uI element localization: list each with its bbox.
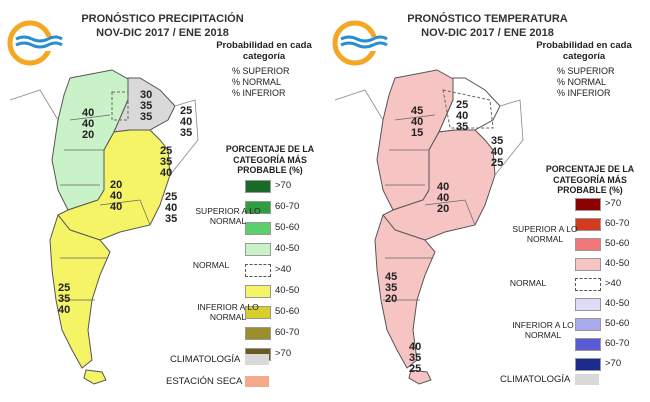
label-central: 40 40 20: [437, 181, 450, 215]
legend-label: 50-60: [605, 238, 630, 249]
legend-swatch: [575, 198, 601, 211]
group-inferior: INFERIOR A LO NORMAL: [197, 302, 259, 322]
probability-lines: % SUPERIOR % NORMAL % INFERIOR: [557, 66, 615, 99]
legend-label: 40-50: [605, 258, 630, 269]
prob-line-normal: % NORMAL: [232, 77, 282, 87]
normal-zone-outline: [111, 91, 129, 121]
smn-logo-icon: [332, 20, 388, 66]
legend-swatch: [575, 338, 601, 351]
legend-label: 60-70: [275, 327, 300, 338]
legend-swatch: [575, 218, 601, 231]
region-patagonia: [374, 213, 436, 369]
temperature-panel: PRONÓSTICO TEMPERATURA NOV-DIC 2017 / EN…: [325, 0, 650, 402]
precipitation-panel: PRONÓSTICO PRECIPITACIÓN NOV-DIC 2017 / …: [7, 13, 315, 387]
legend-label: 60-70: [275, 201, 300, 212]
precipitation-title: PRONÓSTICO PRECIPITACIÓN: [81, 13, 244, 25]
legend-swatch: [575, 358, 601, 371]
region-central: [382, 129, 496, 241]
legend-swatch: [245, 180, 271, 193]
legend-label: >40: [275, 264, 292, 275]
temperature-title: PRONÓSTICO TEMPERATURA: [407, 13, 568, 25]
province-lines: [58, 114, 151, 301]
legend-swatch: [245, 201, 271, 214]
prob-line-inferior: % INFERIOR: [557, 88, 611, 98]
label-climatologia: CLIMATOLOGÍA: [170, 354, 241, 365]
group-normal: NORMAL: [509, 278, 547, 288]
percent-header: PORCENTAJE DE LA CATEGORÍA MÁS PROBABLE …: [545, 164, 635, 195]
label-south: 40 35 25: [409, 341, 422, 375]
label-central: 20 40 40: [110, 179, 123, 213]
probability-lines: % SUPERIOR % NORMAL % INFERIOR: [232, 66, 290, 99]
legend-label: 50-60: [275, 306, 300, 317]
prob-line-superior: % SUPERIOR: [557, 66, 615, 76]
region-northeast: [113, 77, 176, 133]
legend-label: >40: [605, 278, 622, 289]
percent-header: PORCENTAJE DE LA CATEGORÍA MÁS PROBABLE …: [225, 144, 315, 175]
label-buenos-aires: 25 40 35: [165, 191, 178, 225]
legend-swatch: [575, 318, 601, 331]
swatch-climatologia: [575, 374, 599, 385]
legend-label: >70: [275, 348, 292, 359]
label-ne-gray: 30 35 35: [140, 89, 153, 123]
province-lines: [383, 114, 476, 301]
label-litoral: 25 35 40: [160, 145, 173, 179]
group-superior: SUPERIOR A LO NORMAL: [512, 224, 578, 244]
border-brazil: [494, 99, 524, 176]
prob-line-inferior: % INFERIOR: [232, 88, 286, 98]
legend-label: 50-60: [605, 318, 630, 329]
legend-swatch: [245, 306, 271, 319]
probability-header: Probabilidad en cada categoría: [536, 40, 632, 62]
label-ne-2: 35 40 25: [491, 135, 504, 169]
region-tierra-del-fuego: [83, 369, 107, 385]
legend-label: 60-70: [605, 338, 630, 349]
label-ne-east: 25 40 35: [180, 105, 193, 139]
legend-label: 40-50: [605, 298, 630, 309]
label-ne-1: 25 40 35: [456, 99, 469, 133]
legend-swatch: [245, 327, 271, 340]
border-chile: [9, 89, 59, 121]
region-central: [57, 129, 171, 241]
legend-label: 50-60: [275, 222, 300, 233]
label-nw: 45 40 15: [411, 105, 424, 139]
legend-swatch: [575, 298, 601, 311]
legend-swatch: [575, 238, 601, 251]
border-chile: [334, 89, 384, 121]
legend-swatch: [575, 258, 601, 271]
swatch-climatologia: [245, 354, 269, 365]
label-estacion-seca: ESTACIÓN SECA: [166, 376, 243, 387]
legend-swatch: [245, 243, 271, 256]
region-northeast: [438, 77, 501, 133]
prob-line-superior: % SUPERIOR: [232, 66, 290, 76]
precipitation-period: NOV-DIC 2017 / ENE 2018: [96, 27, 229, 39]
legend-swatch: [245, 222, 271, 235]
legend-label: 40-50: [275, 285, 300, 296]
legend-swatch: [575, 278, 601, 291]
group-superior: SUPERIOR A LO NORMAL: [195, 206, 261, 226]
smn-logo-icon: [7, 20, 63, 66]
group-normal: NORMAL: [192, 260, 230, 270]
precipitation-map: [9, 69, 199, 385]
label-patagonia: 25 35 40: [58, 282, 71, 316]
legend-swatch: [245, 285, 271, 298]
legend-label: >70: [605, 358, 622, 369]
label-patagonia: 45 35 20: [385, 271, 398, 305]
label-nw: 40 40 20: [82, 107, 95, 141]
normal-zone-outline: [442, 89, 494, 129]
legend-label: 40-50: [275, 243, 300, 254]
swatch-estacion-seca: [245, 376, 269, 387]
prob-line-normal: % NORMAL: [557, 77, 607, 87]
legend-label: >70: [275, 180, 292, 191]
region-patagonia: [49, 213, 111, 369]
probability-header: Probabilidad en cada categoría: [216, 40, 312, 62]
temperature-period: NOV-DIC 2017 / ENE 2018: [421, 27, 554, 39]
temperature-map: [334, 69, 524, 385]
label-climatologia: CLIMATOLOGÍA: [500, 374, 571, 385]
region-tierra-del-fuego: [408, 369, 432, 385]
legend-swatch: [245, 264, 271, 277]
legend-label: 60-70: [605, 218, 630, 229]
border-brazil: [169, 99, 199, 176]
group-inferior: INFERIOR A LO NORMAL: [512, 320, 574, 340]
legend-label: >70: [605, 198, 622, 209]
